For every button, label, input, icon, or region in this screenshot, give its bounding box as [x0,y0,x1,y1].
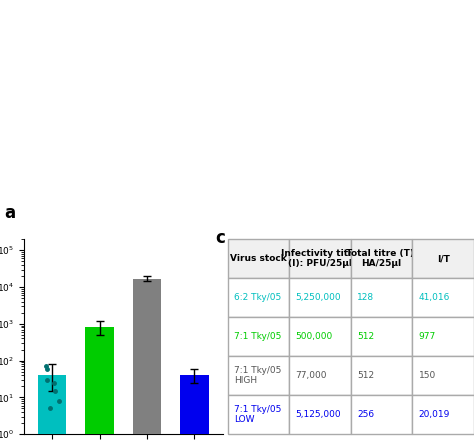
Bar [38,375,66,443]
Bar [133,279,161,443]
Bar [85,327,114,443]
Text: c: c [215,229,225,248]
Bar [180,375,209,443]
Text: a: a [5,203,16,222]
